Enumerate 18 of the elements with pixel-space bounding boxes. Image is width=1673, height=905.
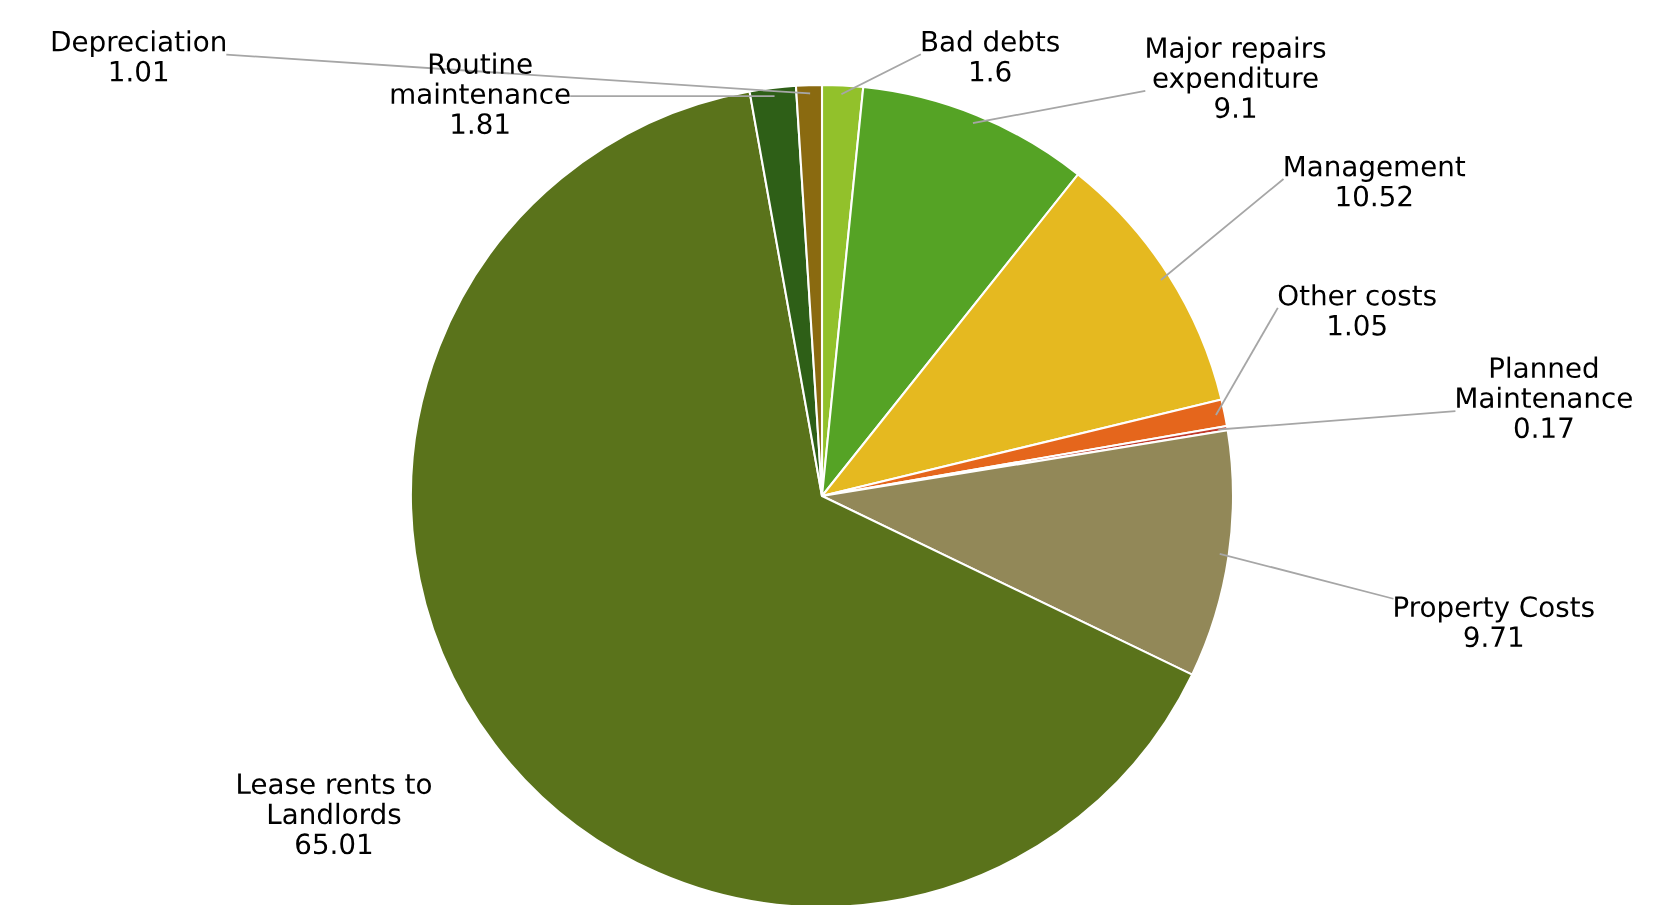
slice-label: Planned Maintenance xyxy=(1457,356,1632,409)
data-label: 1.05 xyxy=(1329,314,1386,336)
data-label: 65.01 xyxy=(296,833,372,855)
data-label: 1.81 xyxy=(452,113,509,135)
slice-label: Management xyxy=(1285,155,1466,182)
slice-label: Lease rents to Landlords xyxy=(238,773,431,825)
data-label: 10.52 xyxy=(1337,185,1412,207)
slice-label: Property Costs xyxy=(1395,596,1594,623)
slice-label: Bad debts xyxy=(922,30,1059,52)
data-label: 9.71 xyxy=(1464,626,1523,648)
data-label: 1.01 xyxy=(110,60,168,82)
slice-label: Major repairs expenditure xyxy=(1147,36,1326,94)
slice-label: Other costs xyxy=(1278,284,1436,306)
slice-label: Depreciation xyxy=(52,30,225,58)
slice-label: Routine maintenance xyxy=(391,52,570,105)
data-label: 9.1 xyxy=(1215,97,1256,119)
data-label: 0.17 xyxy=(1514,417,1573,439)
data-label: 1.6 xyxy=(971,60,1011,82)
